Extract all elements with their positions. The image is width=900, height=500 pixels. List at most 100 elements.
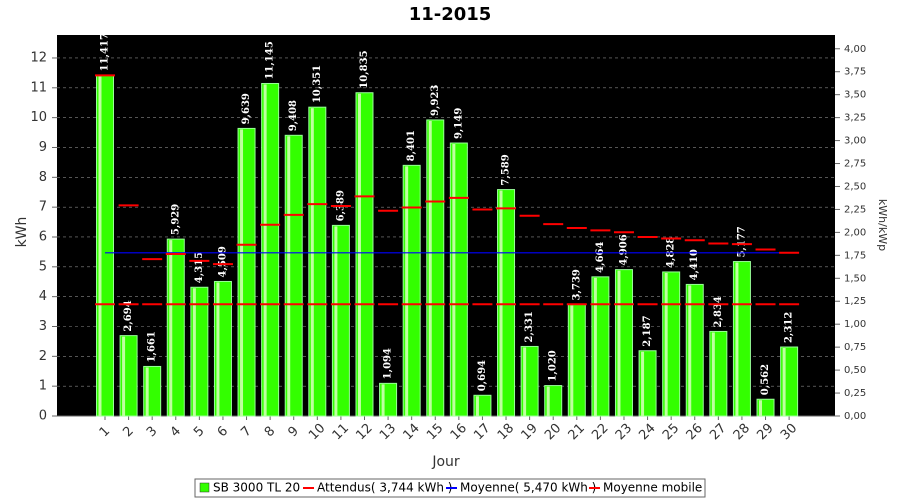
y-tick-label: 7 xyxy=(39,200,47,215)
value-label: 4,906 xyxy=(618,234,629,265)
bar-highlight xyxy=(334,226,338,416)
y2-tick-label: 2,00 xyxy=(844,227,866,238)
x-tick-label: 9 xyxy=(285,424,301,440)
value-label: 0,562 xyxy=(760,364,771,395)
y2-tick-label: 2,25 xyxy=(844,204,866,215)
y-tick-label: 9 xyxy=(39,140,47,155)
x-tick-label: 24 xyxy=(636,421,658,443)
x-tick-label: 16 xyxy=(448,421,470,443)
bar-highlight xyxy=(428,120,432,416)
bar-highlight xyxy=(711,332,715,416)
y-tick-label: 6 xyxy=(39,229,47,244)
bar-highlight xyxy=(782,348,786,416)
x-tick-label: 22 xyxy=(589,421,611,443)
y-tick-label: 5 xyxy=(39,259,47,274)
x-tick-label: 27 xyxy=(707,421,729,443)
value-label: 0,694 xyxy=(477,360,488,391)
x-tick-label: 1 xyxy=(97,424,113,440)
y-tick-label: 10 xyxy=(30,110,47,125)
bar-highlight xyxy=(310,108,314,416)
y-tick-label: 2 xyxy=(39,349,47,364)
x-axis-label: Jour xyxy=(431,454,460,470)
bar-highlight xyxy=(593,277,597,416)
x-tick-label: 25 xyxy=(660,421,682,443)
x-tick-label: 28 xyxy=(731,421,753,443)
value-label: 11,145 xyxy=(265,41,276,79)
value-label: 2,694 xyxy=(123,300,134,331)
y-tick-label: 3 xyxy=(39,319,47,334)
value-label: 7,589 xyxy=(501,154,512,185)
value-label: 8,401 xyxy=(406,130,417,161)
y-tick-label: 0 xyxy=(39,409,47,424)
x-tick-label: 5 xyxy=(191,424,207,440)
plot-area xyxy=(57,35,835,416)
bar-highlight xyxy=(98,76,102,417)
x-tick-label: 29 xyxy=(754,421,776,443)
value-label: 9,639 xyxy=(241,93,252,124)
bar-highlight xyxy=(570,305,574,416)
value-label: 4,509 xyxy=(217,246,228,277)
x-tick-label: 14 xyxy=(401,421,423,443)
y2-tick-label: 3,50 xyxy=(844,90,866,101)
value-label: 2,834 xyxy=(713,296,724,327)
y2-tick-label: 1,00 xyxy=(844,319,866,330)
value-label: 10,351 xyxy=(312,65,323,103)
x-tick-label: 11 xyxy=(330,421,352,443)
y2-tick-label: 1,75 xyxy=(844,250,866,261)
legend-label: Attendus( 3,744 kWh ) xyxy=(317,481,452,495)
y2-tick-label: 3,00 xyxy=(844,136,866,147)
bar-highlight xyxy=(641,351,645,416)
y2-tick-label: 3,75 xyxy=(844,67,866,78)
value-label: 9,408 xyxy=(288,100,299,131)
y2-tick-label: 1,25 xyxy=(844,296,866,307)
x-tick-label: 26 xyxy=(684,421,706,443)
x-tick-label: 19 xyxy=(518,421,540,443)
y-tick-label: 11 xyxy=(30,80,47,95)
bar-highlight xyxy=(405,166,409,416)
y2-tick-label: 0,75 xyxy=(844,342,866,353)
bar-highlight xyxy=(523,347,527,416)
value-label: 11,417 xyxy=(100,33,111,71)
value-label: 4,315 xyxy=(194,252,205,283)
x-tick-label: 6 xyxy=(215,424,231,440)
bar-highlight xyxy=(287,136,291,416)
x-tick-label: 23 xyxy=(613,421,635,443)
x-tick-label: 20 xyxy=(542,421,564,443)
value-label: 2,312 xyxy=(784,312,795,343)
bar-highlight xyxy=(735,262,739,416)
x-tick-label: 17 xyxy=(471,421,493,443)
value-label: 5,177 xyxy=(736,226,747,257)
value-label: 1,020 xyxy=(548,350,559,381)
bar-highlight xyxy=(169,240,173,416)
value-label: 4,410 xyxy=(689,249,700,280)
bar-highlight xyxy=(664,272,668,416)
y-tick-label: 8 xyxy=(39,170,47,185)
bar-highlight xyxy=(240,129,244,417)
x-tick-label: 15 xyxy=(424,421,446,443)
y2-axis-label: kWh/kWp xyxy=(876,199,889,251)
bar-highlight xyxy=(475,396,479,416)
bar-highlight xyxy=(499,190,503,416)
value-label: 1,661 xyxy=(147,331,158,362)
value-label: 10,835 xyxy=(359,50,370,88)
legend-label: Moyenne mobile xyxy=(603,481,702,495)
y2-tick-label: 0,50 xyxy=(844,365,866,376)
value-label: 9,923 xyxy=(430,85,441,116)
x-tick-label: 3 xyxy=(144,424,160,440)
bar-highlight xyxy=(688,285,692,416)
bar-highlight xyxy=(546,386,550,416)
x-tick-label: 10 xyxy=(306,421,328,443)
y2-tick-label: 2,50 xyxy=(844,181,866,192)
x-tick-label: 4 xyxy=(168,424,184,440)
y-tick-label: 4 xyxy=(39,289,47,304)
legend-label: SB 3000 TL 20 xyxy=(213,481,300,495)
value-label: 4,664 xyxy=(595,241,606,272)
bar-highlight xyxy=(263,84,267,416)
y2-tick-label: 0,00 xyxy=(844,411,866,422)
value-label: 9,149 xyxy=(453,108,464,139)
x-tick-label: 18 xyxy=(495,421,517,443)
y-tick-label: 12 xyxy=(30,50,47,65)
value-label: 1,094 xyxy=(383,348,394,379)
x-tick-label: 7 xyxy=(238,424,254,440)
